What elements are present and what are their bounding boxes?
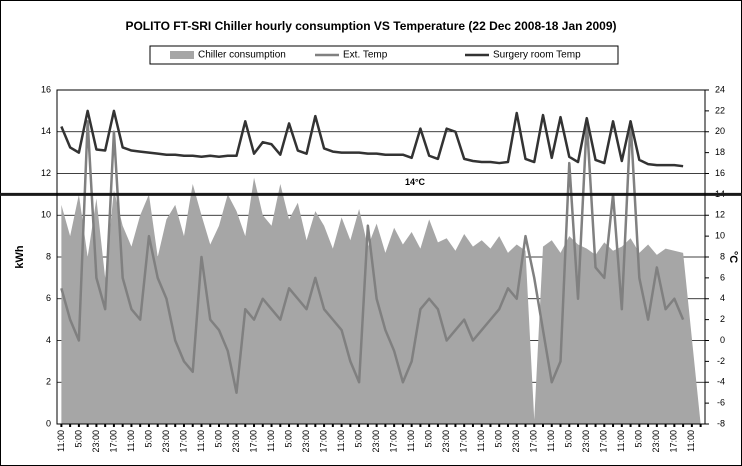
x-tick-label: 23:00 [441,430,451,453]
y2-tick-label: 6 [720,272,725,282]
x-tick-label: 23:00 [371,430,381,453]
legend-swatch [170,51,194,59]
y2-tick-label: 8 [720,251,725,261]
x-tick-label: 11:00 [476,430,486,452]
legend-label: Chiller consumption [198,50,286,61]
x-tick-label: 11:00 [546,430,556,452]
y-tick-label: 0 [46,418,51,428]
x-tick-label: 11:00 [196,430,206,452]
y-tick-label: 4 [46,335,51,345]
y2-tick-label: 18 [715,147,725,157]
x-tick-label: 11:00 [616,430,626,452]
x-tick-label: 17:00 [389,430,399,453]
y2-tick-label: 0 [720,335,725,345]
x-tick-label: 5:00 [564,430,574,448]
legend [149,45,619,65]
y-axis-label: kWh [14,245,26,269]
y2-tick-label: -8 [717,418,725,428]
x-tick-label: 17:00 [529,430,539,453]
x-tick-label: 17:00 [459,430,469,453]
threshold-label: 14°C [405,177,426,187]
x-tick-label: 23:00 [161,430,171,453]
y2-tick-label: 16 [715,168,725,178]
x-tick-label: 5:00 [213,430,223,448]
y2-tick-label: 20 [715,126,725,136]
x-tick-label: 5:00 [73,430,83,448]
legend-label: Ext. Temp [343,50,388,61]
y2-tick-label: 2 [720,314,725,324]
x-tick-label: 23:00 [511,430,521,453]
x-tick-label: 5:00 [283,430,293,448]
y-tick-label: 6 [46,293,51,303]
x-tick-label: 23:00 [91,430,101,453]
y2-tick-label: 4 [720,293,725,303]
x-tick-label: 5:00 [494,430,504,448]
y-tick-label: 10 [41,210,51,220]
x-tick-label: 11:00 [126,430,136,452]
y2-tick-label: -4 [717,377,725,387]
x-tick-label: 17:00 [248,430,258,453]
y-tick-label: 8 [46,251,51,261]
x-tick-label: 17:00 [599,430,609,453]
y2-tick-label: 12 [715,210,725,220]
x-tick-label: 23:00 [651,430,661,453]
x-tick-label: 5:00 [424,430,434,448]
y-tick-label: 14 [41,126,51,136]
y2-tick-label: 10 [715,231,725,241]
x-tick-label: 17:00 [318,430,328,453]
y-tick-label: 2 [46,377,51,387]
y2-tick-label: -2 [717,356,725,366]
chart-title: POLITO FT-SRI Chiller hourly consumption… [125,19,616,33]
line [60,120,685,394]
x-tick-label: 11:00 [56,430,66,452]
x-tick-label: 23:00 [301,430,311,453]
y2-tick-label: 22 [715,105,725,115]
y2-tick-label: 24 [715,84,725,94]
line [60,109,684,168]
area [61,177,701,424]
x-tick-label: 5:00 [143,430,153,448]
x-tick-label: 11:00 [686,430,696,452]
x-tick-label: 5:00 [353,430,363,448]
plot-frame [56,89,706,425]
y2-tick-label: -6 [717,398,725,408]
legend-label: Surgery room Temp [493,50,581,61]
x-tick-label: 17:00 [178,430,188,453]
x-tick-label: 5:00 [634,430,644,448]
y2-axis-label: °C [727,251,739,263]
y-tick-label: 16 [41,84,51,94]
x-tick-label: 23:00 [231,430,241,453]
x-tick-label: 11:00 [266,430,276,452]
y-tick-label: 12 [41,168,51,178]
x-tick-label: 11:00 [406,430,416,452]
x-tick-label: 17:00 [669,430,679,453]
x-tick-label: 17:00 [108,430,118,453]
x-tick-label: 23:00 [581,430,591,453]
x-tick-label: 11:00 [336,430,346,452]
